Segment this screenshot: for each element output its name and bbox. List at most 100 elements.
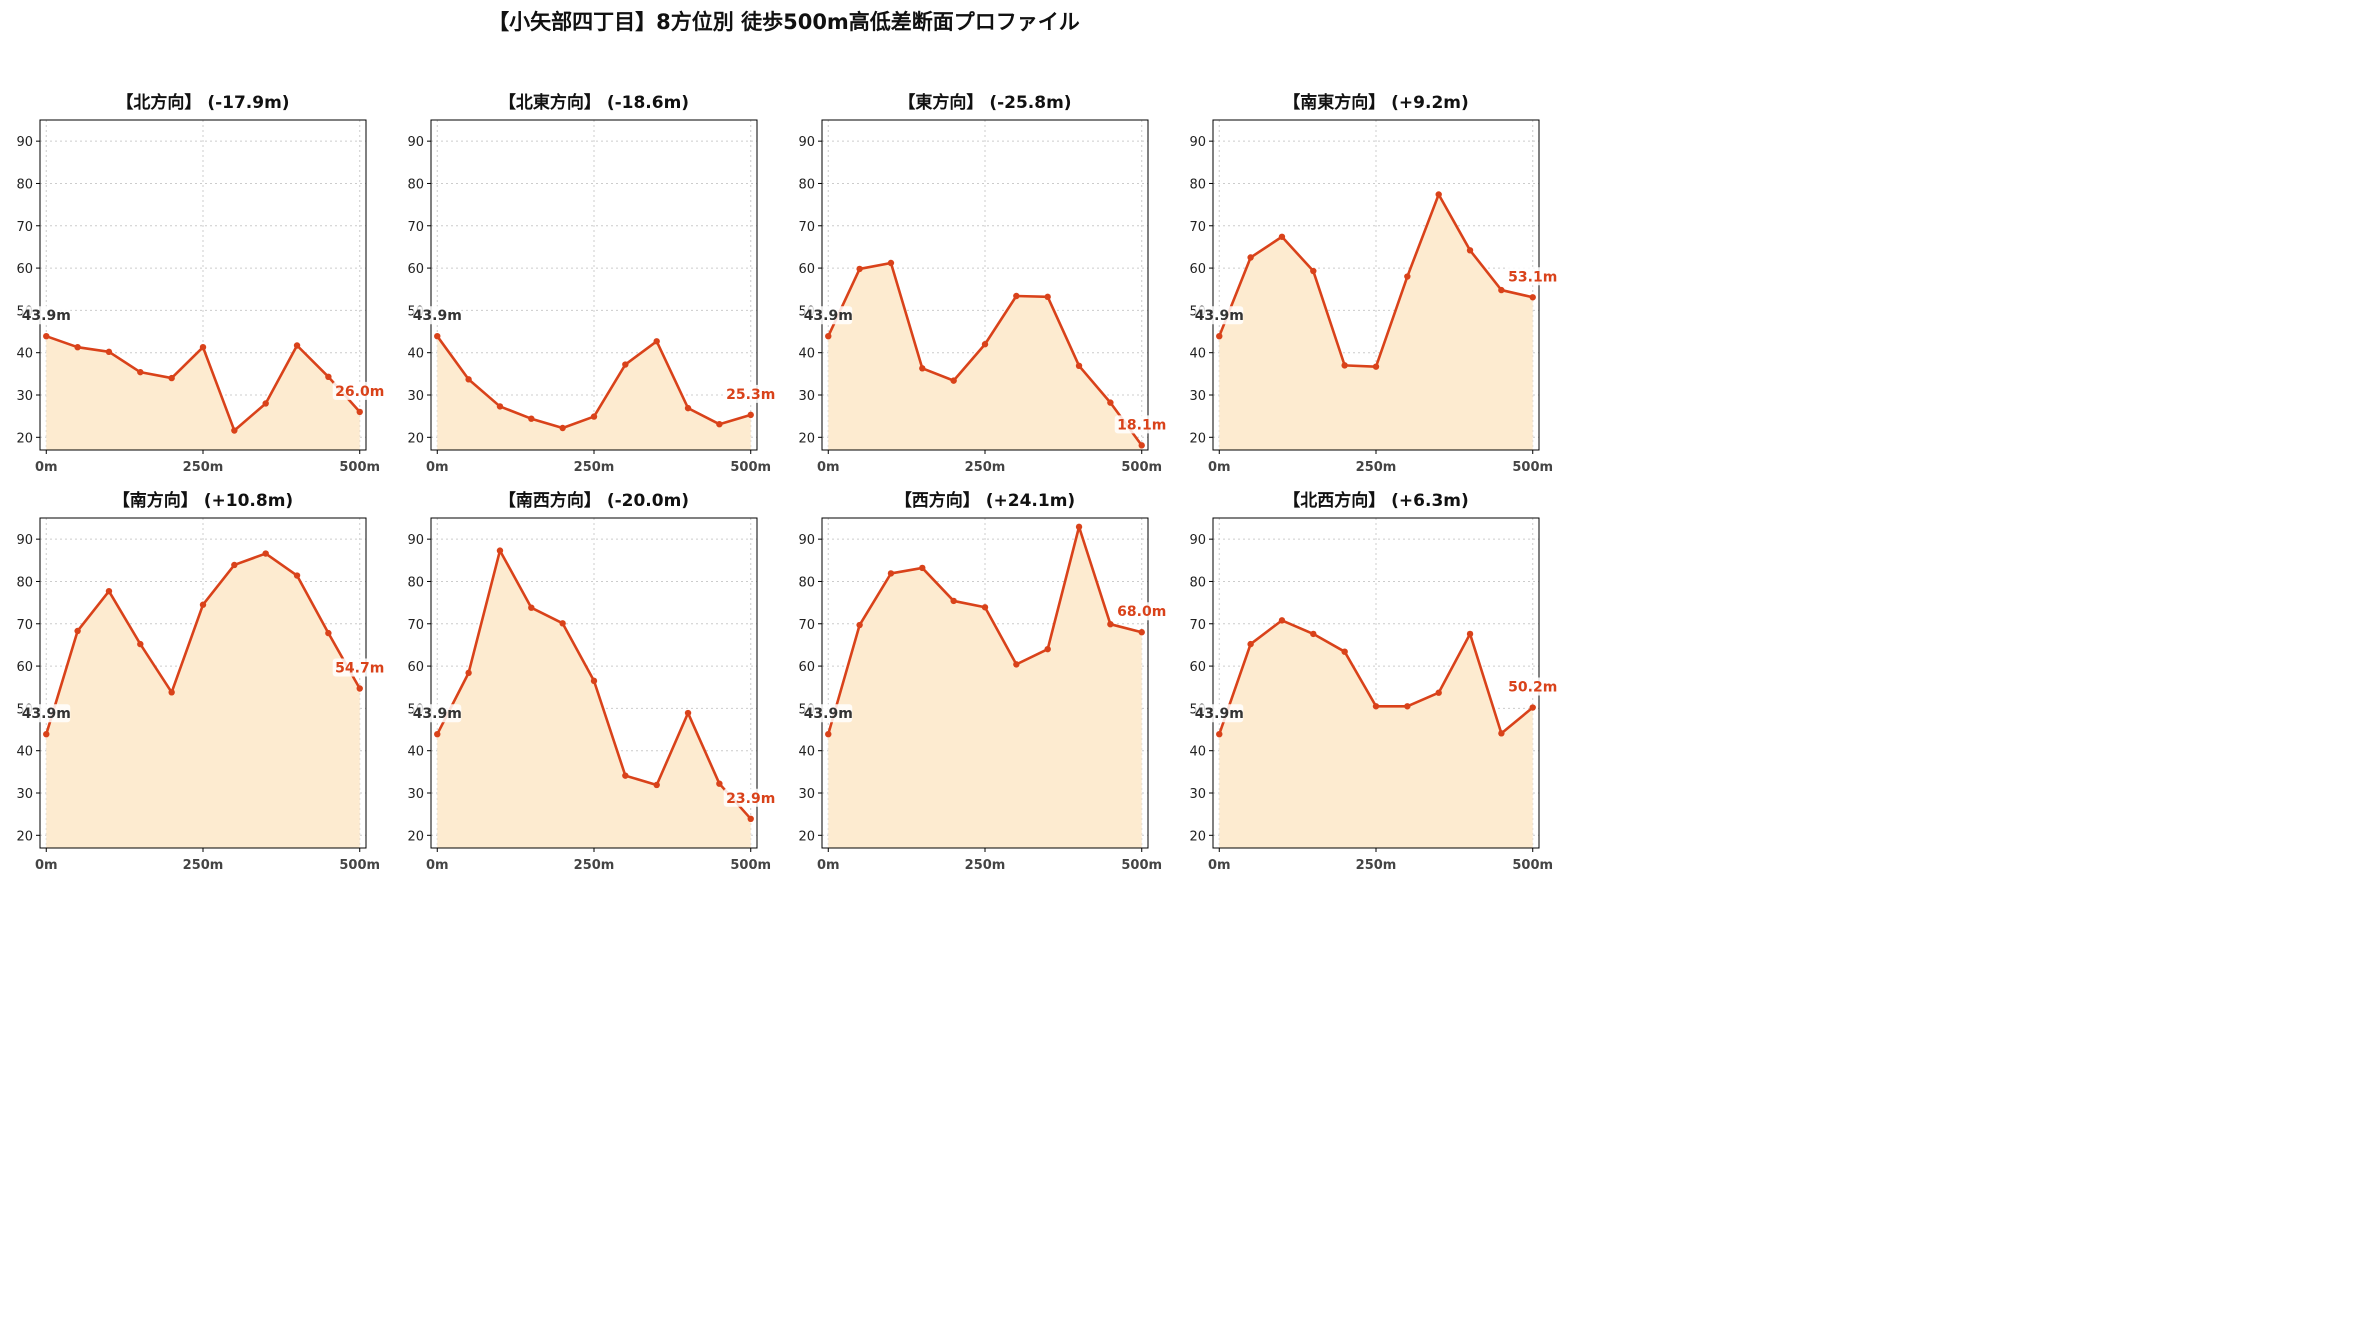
start-label: 43.9m [804, 706, 853, 722]
data-point [684, 709, 692, 717]
x-tick-label: 250m [183, 460, 224, 475]
y-tick-label: 60 [407, 262, 424, 277]
x-tick-label: 250m [965, 460, 1006, 475]
data-point [1372, 703, 1380, 710]
data-point [716, 780, 723, 787]
x-tick-label: 250m [574, 460, 615, 475]
subplot: 【西方向】 (+24.1m)20304050607080900m250m500m… [798, 490, 1169, 873]
y-tick-label: 40 [16, 745, 33, 760]
y-tick-label: 40 [16, 347, 33, 362]
data-point [1498, 730, 1505, 737]
data-point [716, 420, 723, 428]
x-tick-label: 250m [1356, 858, 1397, 873]
data-point [1216, 730, 1223, 738]
area-fill [46, 553, 360, 848]
data-point [1013, 292, 1020, 300]
data-point [856, 265, 863, 273]
end-label: 68.0m [1117, 604, 1166, 620]
figure: 【小矢部四丁目】8方位別 徒歩500m高低差断面プロファイル 【北方向】 (-1… [0, 0, 1568, 882]
y-tick-label: 80 [1189, 575, 1206, 590]
data-point [887, 259, 895, 267]
end-label: 54.7m [335, 661, 384, 677]
data-point [293, 572, 301, 579]
data-point [293, 342, 301, 349]
subplot: 【北東方向】 (-18.6m)20304050607080900m250m500… [407, 92, 778, 475]
data-point [1466, 247, 1474, 254]
data-point [137, 368, 144, 376]
subplot-title: 【南西方向】 (-20.0m) [499, 490, 689, 511]
y-tick-label: 20 [16, 829, 33, 844]
area-fill [437, 550, 751, 848]
data-point [684, 404, 692, 412]
y-tick-label: 80 [407, 575, 424, 590]
start-label: 43.9m [22, 308, 71, 324]
start-label-bg [22, 306, 71, 325]
data-point [199, 343, 207, 351]
data-point [43, 332, 50, 340]
data-point [356, 685, 363, 692]
area-fill [1219, 194, 1533, 450]
y-tick-label: 30 [407, 389, 424, 404]
x-tick-label: 500m [339, 858, 380, 873]
y-tick-label: 70 [798, 220, 815, 235]
data-point [950, 377, 957, 384]
y-tick-label: 90 [1189, 533, 1206, 548]
charts-grid: 【北方向】 (-17.9m)20304050607080900m250m500m… [16, 92, 1560, 873]
y-tick-label: 90 [407, 135, 424, 150]
x-tick-label: 500m [1121, 858, 1162, 873]
data-point [496, 547, 504, 554]
area-fill [437, 336, 751, 450]
subplot: 【南西方向】 (-20.0m)20304050607080900m250m500… [407, 490, 778, 873]
y-tick-label: 70 [1189, 220, 1206, 235]
y-tick-label: 30 [1189, 787, 1206, 802]
subplot-title: 【北西方向】 (+6.3m) [1283, 490, 1469, 511]
y-tick-label: 60 [16, 660, 33, 675]
data-point [1138, 629, 1145, 636]
data-point [325, 629, 332, 637]
y-tick-label: 80 [1189, 177, 1206, 192]
x-tick-label: 250m [183, 858, 224, 873]
start-label-bg [1195, 306, 1244, 325]
y-tick-label: 60 [798, 660, 815, 675]
data-point [856, 621, 863, 629]
y-tick-label: 30 [407, 787, 424, 802]
x-tick-label: 250m [574, 858, 615, 873]
data-point [1107, 620, 1114, 628]
data-point [199, 601, 207, 608]
data-point [1466, 630, 1474, 638]
data-point [1247, 640, 1254, 648]
data-point [1138, 442, 1145, 449]
data-point [1435, 689, 1442, 696]
end-label: 50.2m [1508, 680, 1557, 696]
y-tick-label: 80 [16, 177, 33, 192]
x-tick-label: 0m [817, 460, 840, 475]
data-point [74, 627, 81, 635]
y-tick-label: 30 [16, 389, 33, 404]
y-tick-label: 30 [16, 787, 33, 802]
data-point [168, 374, 175, 382]
y-tick-label: 40 [407, 347, 424, 362]
end-label: 53.1m [1508, 269, 1557, 285]
data-point [653, 338, 660, 345]
start-label: 43.9m [1195, 308, 1244, 324]
data-point [1013, 661, 1020, 668]
end-label: 18.1m [1117, 417, 1166, 433]
y-tick-label: 80 [798, 575, 815, 590]
data-point [137, 640, 144, 648]
y-tick-label: 40 [798, 347, 815, 362]
y-tick-label: 30 [798, 389, 815, 404]
data-point [325, 373, 332, 381]
area-fill [1219, 620, 1533, 848]
data-point [825, 332, 832, 340]
x-tick-label: 0m [426, 460, 449, 475]
y-tick-label: 20 [1189, 431, 1206, 446]
data-point [1310, 267, 1317, 275]
data-point [1529, 704, 1536, 711]
subplot-title: 【北方向】 (-17.9m) [116, 92, 289, 113]
y-tick-label: 20 [16, 431, 33, 446]
data-point [1278, 617, 1286, 624]
data-point [1435, 191, 1442, 198]
y-tick-label: 80 [798, 177, 815, 192]
x-tick-label: 500m [730, 460, 771, 475]
end-label-bg [1114, 602, 1169, 621]
